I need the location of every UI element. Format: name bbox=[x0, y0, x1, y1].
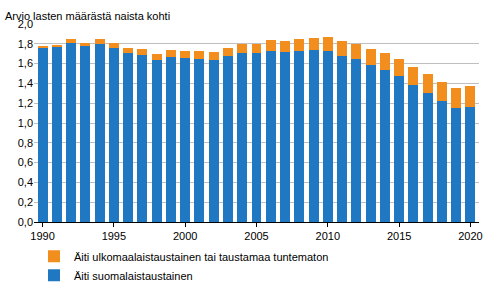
svg-text:Arvio lasten määrästä naista k: Arvio lasten määrästä naista kohti bbox=[5, 10, 170, 22]
svg-text:2000: 2000 bbox=[173, 230, 197, 242]
svg-text:0,6: 0,6 bbox=[18, 156, 33, 168]
svg-text:2020: 2020 bbox=[458, 230, 482, 242]
svg-text:2,0: 2,0 bbox=[18, 18, 33, 30]
svg-text:0,0: 0,0 bbox=[18, 216, 33, 228]
svg-text:0,2: 0,2 bbox=[18, 196, 33, 208]
svg-text:1,6: 1,6 bbox=[18, 57, 33, 69]
svg-text:1,8: 1,8 bbox=[18, 38, 33, 50]
svg-text:0,4: 0,4 bbox=[18, 176, 33, 188]
svg-text:2015: 2015 bbox=[387, 230, 411, 242]
svg-text:2010: 2010 bbox=[316, 230, 340, 242]
svg-text:1990: 1990 bbox=[30, 230, 54, 242]
svg-text:2005: 2005 bbox=[244, 230, 268, 242]
svg-text:1995: 1995 bbox=[102, 230, 126, 242]
svg-text:Äiti suomalaistaustainen: Äiti suomalaistaustainen bbox=[74, 270, 193, 282]
svg-text:Äiti ulkomaalaistaustainen tai: Äiti ulkomaalaistaustainen tai taustamaa… bbox=[74, 251, 328, 263]
svg-text:0,8: 0,8 bbox=[18, 137, 33, 149]
svg-text:1,2: 1,2 bbox=[18, 97, 33, 109]
svg-text:1,0: 1,0 bbox=[18, 117, 33, 129]
svg-text:1,4: 1,4 bbox=[18, 77, 33, 89]
